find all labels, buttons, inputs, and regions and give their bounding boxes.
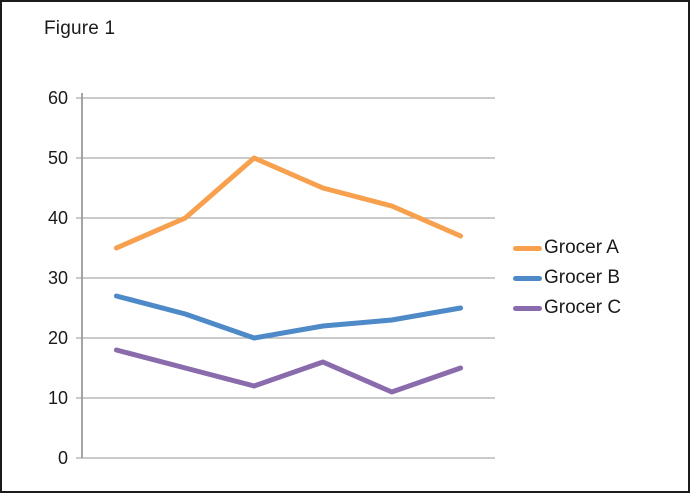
series-line-grocer-a (113, 155, 464, 251)
legend-swatch-grocer-b (513, 275, 542, 281)
y-axis-tick-label-0: 0 (57, 448, 68, 468)
legend-item-grocer-c: Grocer C (513, 293, 621, 323)
legend-swatch-grocer-c (513, 305, 542, 311)
y-axis-tick-label-10: 10 (47, 388, 68, 408)
series-line-grocer-b (113, 293, 464, 341)
legend-label: Grocer C (544, 297, 622, 318)
chart-legend: Grocer A Grocer B Grocer C (513, 233, 621, 323)
y-axis-tick-label-60: 60 (47, 88, 68, 108)
legend-item-grocer-a: Grocer A (513, 233, 621, 263)
legend-swatch-grocer-a (513, 245, 542, 251)
legend-label: Grocer B (544, 267, 621, 288)
legend-item-grocer-b: Grocer B (513, 263, 621, 293)
y-axis-tick-label-30: 30 (47, 268, 68, 288)
y-axis-tick-label-40: 40 (47, 208, 68, 228)
y-axis-tick-label-20: 20 (47, 328, 68, 348)
legend-label: Grocer A (544, 237, 619, 258)
series-line-grocer-c (113, 347, 464, 395)
y-axis-tick-label-50: 50 (47, 148, 68, 168)
figure-title: Figure 1 (44, 18, 116, 39)
